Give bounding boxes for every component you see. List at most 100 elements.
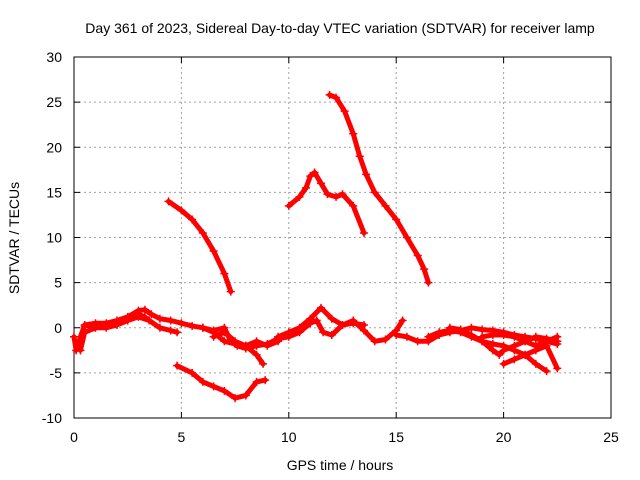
data-point [173, 328, 182, 337]
data-point [521, 350, 530, 359]
y-tick-label: -5 [50, 365, 63, 381]
data-point [456, 325, 465, 334]
data-point [413, 337, 422, 346]
data-point [220, 337, 229, 346]
data-point [355, 152, 364, 161]
data-point [198, 377, 207, 386]
y-tick-label: 10 [46, 230, 62, 246]
data-point [370, 337, 379, 346]
data-point [164, 197, 173, 206]
data-point [338, 190, 347, 199]
x-tick-label: 0 [70, 429, 78, 445]
x-tick-label: 20 [496, 429, 512, 445]
y-tick-label: 15 [46, 184, 62, 200]
data-point [445, 323, 454, 332]
data-point [274, 332, 283, 341]
data-point [381, 201, 390, 210]
data-point [499, 359, 508, 368]
data-point [252, 350, 261, 359]
data-point [323, 190, 332, 199]
data-point [495, 350, 504, 359]
data-point [312, 316, 321, 325]
data-point [478, 332, 487, 341]
series-line-arc-9 [327, 92, 431, 286]
data-point [226, 287, 235, 296]
data-point [338, 321, 347, 330]
data-point [553, 364, 562, 373]
data-point [402, 233, 411, 242]
data-point [510, 332, 519, 341]
series-group [70, 90, 562, 403]
series-line-arc-4 [166, 198, 234, 295]
data-point [362, 170, 371, 179]
data-point [327, 330, 336, 339]
axis-ticks: 0 5 10 15 20 25 -10 -5 0 5 10 15 20 25 30 [42, 49, 619, 445]
data-point [542, 337, 551, 346]
data-point [531, 332, 540, 341]
data-point [188, 321, 197, 330]
data-point [310, 168, 319, 177]
data-point [134, 310, 143, 319]
x-tick-label: 15 [388, 429, 404, 445]
data-point [467, 330, 476, 339]
data-point [209, 382, 218, 391]
data-point [521, 337, 530, 346]
data-point [261, 376, 270, 385]
data-point [349, 201, 358, 210]
data-point [241, 341, 250, 350]
data-point [231, 337, 240, 346]
data-point [340, 107, 349, 116]
data-point [306, 314, 315, 323]
data-point [398, 316, 407, 325]
data-point [263, 341, 272, 350]
data-point [220, 269, 229, 278]
data-point [220, 386, 229, 395]
data-point [209, 247, 218, 256]
data-point [145, 316, 154, 325]
data-point [155, 314, 164, 323]
data-point [284, 201, 293, 210]
data-point [198, 323, 207, 332]
data-point [370, 188, 379, 197]
data-point [188, 368, 197, 377]
y-tick-label: 30 [46, 49, 62, 65]
data-point [166, 316, 175, 325]
data-point [284, 328, 293, 337]
data-point [140, 305, 149, 314]
data-point [467, 323, 476, 332]
x-tick-label: 10 [281, 429, 297, 445]
data-point [402, 332, 411, 341]
data-point [177, 206, 186, 215]
data-point [80, 328, 89, 337]
y-tick-label: 25 [46, 94, 62, 110]
data-point [317, 303, 326, 312]
data-point [488, 346, 497, 355]
data-point [435, 328, 444, 337]
data-point [76, 346, 85, 355]
x-axis-label: GPS time / hours [287, 457, 394, 473]
data-point [241, 391, 250, 400]
data-point [252, 377, 261, 386]
data-point [478, 325, 487, 334]
data-point [123, 316, 132, 325]
data-point [166, 326, 175, 335]
data-point [349, 129, 358, 138]
data-point [319, 328, 328, 337]
y-tick-label: -10 [42, 410, 62, 426]
data-point [413, 251, 422, 260]
y-tick-label: 20 [46, 139, 62, 155]
grid-lines [74, 57, 611, 418]
data-point [392, 215, 401, 224]
data-point [155, 323, 164, 332]
x-tick-label: 25 [603, 429, 619, 445]
data-point [112, 321, 121, 330]
data-point [301, 183, 310, 192]
data-point [91, 323, 100, 332]
y-axis-label: SDTVAR / TECUs [6, 182, 22, 294]
data-point [177, 319, 186, 328]
data-point [188, 215, 197, 224]
data-point [381, 335, 390, 344]
data-point [359, 228, 368, 237]
data-point [392, 330, 401, 339]
